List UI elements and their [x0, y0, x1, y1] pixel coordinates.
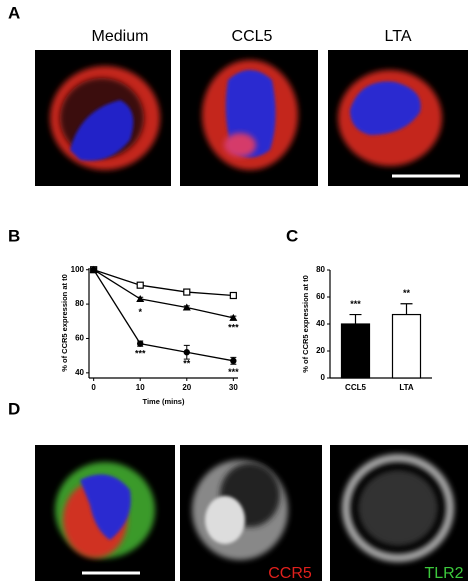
channel-label: CCR5	[268, 565, 312, 582]
error-bar	[400, 303, 413, 315]
x-tick-label: 30	[229, 383, 238, 392]
y-tick-label: 80	[75, 299, 84, 308]
micrograph	[35, 50, 171, 186]
error-bar	[349, 313, 362, 324]
marker	[229, 291, 237, 300]
marker	[183, 349, 190, 356]
marker	[90, 266, 97, 273]
series-line	[93, 269, 234, 297]
panel-label: D	[8, 399, 20, 418]
micrograph	[328, 50, 468, 186]
series-line	[93, 269, 234, 319]
bar	[340, 323, 371, 379]
significance-label: **	[183, 359, 191, 369]
marker	[137, 340, 144, 347]
significance-label: ***	[135, 348, 146, 358]
y-axis-label: % of CCR5 expression at t0	[301, 275, 310, 373]
significance-label: ***	[228, 323, 239, 333]
x-tick-label: LTA	[399, 383, 414, 392]
significance-label: ***	[350, 299, 361, 309]
image-caption: CCL5	[232, 28, 273, 45]
channel-label: TLR2	[424, 565, 463, 582]
panel-label: B	[8, 226, 20, 245]
bar	[391, 313, 422, 379]
marker	[136, 294, 145, 302]
x-axis-label: Time (mins)	[143, 397, 185, 406]
y-axis-label: % of CCR5 expression at t0	[60, 274, 69, 372]
marker	[229, 313, 238, 321]
significance-label: **	[403, 288, 411, 298]
y-tick-label: 20	[316, 346, 325, 355]
y-tick-label: 80	[316, 265, 325, 274]
series-line	[93, 269, 234, 362]
micrograph	[330, 445, 468, 581]
x-tick-label: 0	[91, 383, 96, 392]
y-tick-label: 100	[71, 265, 85, 274]
micrograph	[180, 50, 318, 186]
marker	[230, 357, 237, 365]
x-tick-label: CCL5	[345, 383, 366, 392]
image-caption: Medium	[92, 28, 149, 45]
panel-label: A	[8, 3, 20, 22]
panel-label: C	[286, 226, 298, 245]
x-tick-label: 10	[136, 383, 145, 392]
y-tick-label: 0	[321, 373, 326, 382]
marker	[136, 281, 144, 289]
y-tick-label: 40	[75, 368, 84, 377]
micrograph	[35, 445, 175, 581]
marker	[183, 288, 191, 296]
marker	[182, 303, 191, 311]
y-tick-label: 60	[316, 292, 325, 301]
y-tick-label: 40	[316, 319, 325, 328]
significance-label: *	[138, 307, 142, 317]
micrograph	[180, 445, 322, 581]
y-tick-label: 60	[75, 334, 84, 343]
significance-label: ***	[228, 367, 239, 377]
x-tick-label: 20	[182, 383, 191, 392]
image-caption: LTA	[385, 28, 412, 45]
